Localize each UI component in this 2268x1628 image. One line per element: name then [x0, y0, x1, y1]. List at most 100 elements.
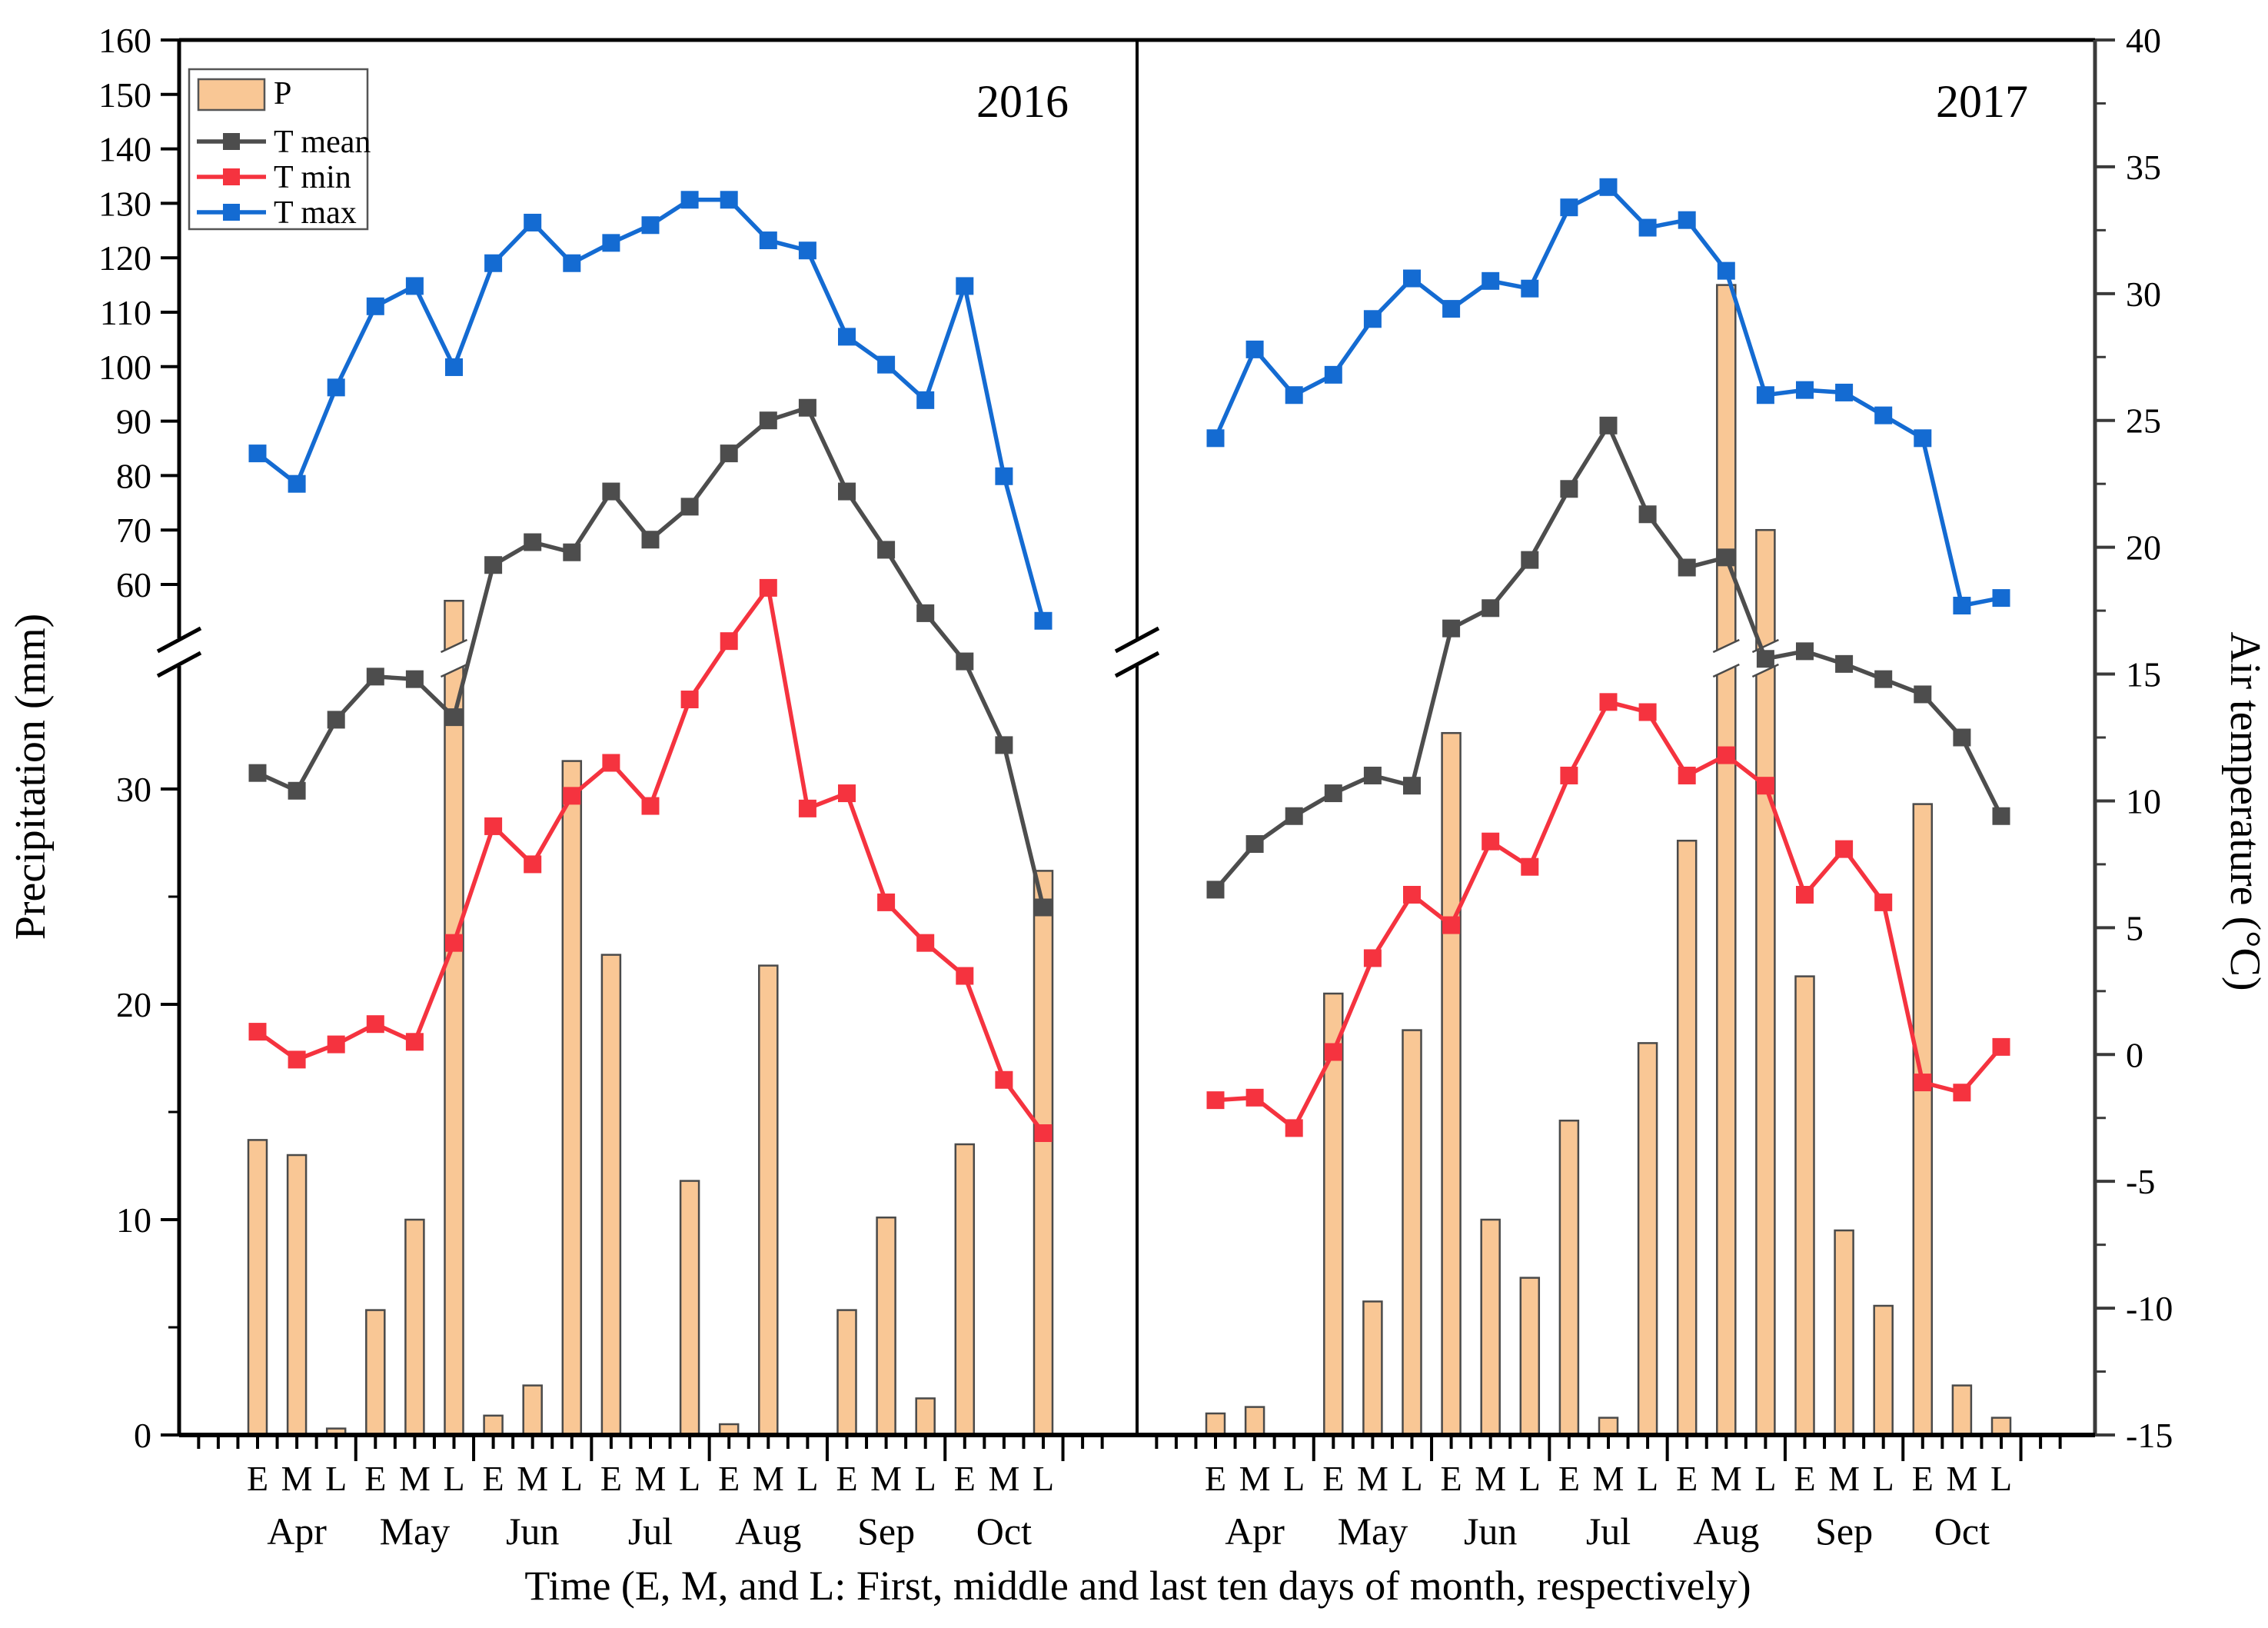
x-decade-label: E — [1912, 1459, 1934, 1498]
x-decade-label: M — [399, 1459, 431, 1498]
precip-bar — [1834, 1229, 1854, 1437]
data-point-marker — [288, 474, 306, 493]
right-tick-label: 35 — [2126, 148, 2161, 187]
data-point-marker — [641, 531, 660, 549]
data-point-marker — [1835, 654, 1854, 673]
x-decade-label: E — [600, 1459, 622, 1498]
data-point-marker — [1324, 1043, 1342, 1061]
data-point-marker — [956, 967, 974, 985]
data-point-marker — [1245, 835, 1264, 854]
data-point-marker — [1914, 1074, 1932, 1092]
x-month-label: Oct — [1934, 1510, 1990, 1553]
axis-break-gap — [176, 638, 182, 666]
x-month-label: Sep — [1815, 1510, 1873, 1553]
t-max-series-2017 — [1206, 178, 2010, 614]
data-point-marker — [1953, 728, 1971, 747]
legend-tmin_label: T min — [274, 160, 351, 195]
data-point-marker — [1756, 650, 1774, 668]
x-decade-label: L — [443, 1459, 464, 1498]
data-point-marker — [563, 254, 581, 272]
precip-bar — [522, 1384, 543, 1437]
data-point-marker — [1835, 383, 1854, 401]
data-point-marker — [798, 398, 816, 417]
data-point-marker — [1324, 365, 1342, 384]
data-point-marker — [720, 632, 738, 651]
x-month-label: May — [1338, 1510, 1408, 1553]
x-month-label: Apr — [267, 1510, 327, 1553]
x-decade-label: M — [635, 1459, 667, 1498]
x-month-label: Sep — [857, 1510, 915, 1553]
legend-p-label: P — [274, 76, 291, 112]
precip-bar — [1244, 1406, 1265, 1437]
precip-bar — [1519, 1277, 1541, 1437]
right-axis-title: Air temperature (°C) — [2221, 631, 2268, 990]
t-mean-series-2017 — [1206, 416, 2010, 899]
x-decade-label: M — [281, 1459, 313, 1498]
data-point-marker — [524, 855, 542, 874]
x-decade-label: L — [1990, 1459, 2012, 1498]
bar-break-edge — [440, 663, 468, 678]
right-tick-label: -5 — [2126, 1162, 2155, 1201]
data-point-marker — [248, 1023, 267, 1041]
x-month-label: Jun — [1464, 1510, 1517, 1553]
x-decade-label: L — [1637, 1459, 1658, 1498]
precip-bar — [1951, 1384, 1973, 1437]
data-point-marker — [366, 297, 384, 315]
x-decade-label: M — [1828, 1459, 1860, 1498]
data-point-marker — [1034, 898, 1053, 917]
data-point-marker — [563, 787, 581, 805]
precip-bar — [679, 1180, 700, 1437]
data-point-marker — [1245, 1088, 1264, 1107]
data-point-marker — [1874, 406, 1893, 424]
x-month-label: Oct — [976, 1510, 1032, 1553]
data-point-marker — [1914, 685, 1932, 704]
precip-bar — [954, 1143, 976, 1437]
x-decade-label: E — [954, 1459, 976, 1498]
t-mean-series-2016-line — [256, 405, 1046, 908]
x-decade-label: M — [1593, 1459, 1625, 1498]
x-decade-label: E — [1676, 1459, 1698, 1498]
data-point-marker — [1914, 429, 1932, 448]
panel-title-2017: 2017 — [1936, 76, 2028, 127]
x-decade-label: E — [247, 1459, 268, 1498]
data-point-marker — [1442, 300, 1461, 318]
data-point-marker — [1796, 885, 1814, 904]
data-point-marker — [1403, 777, 1421, 795]
data-point-marker — [995, 467, 1013, 485]
precip-bar — [1480, 1218, 1501, 1437]
data-point-marker — [484, 556, 503, 574]
left-tick-label: 30 — [116, 770, 151, 809]
data-point-marker — [720, 444, 738, 463]
precip-bar — [1873, 1304, 1894, 1437]
data-point-marker — [1521, 279, 1539, 298]
left-tick-label: 150 — [98, 75, 151, 115]
data-point-marker — [720, 191, 738, 209]
axis-break-slash — [1114, 626, 1160, 654]
legend — [188, 68, 369, 231]
data-point-marker — [641, 216, 660, 235]
precip-bar — [404, 1218, 425, 1437]
precip-bar — [1402, 1029, 1422, 1437]
x-month-label: Jun — [506, 1510, 559, 1553]
data-point-marker — [798, 241, 816, 260]
data-point-marker — [1482, 832, 1500, 851]
data-point-marker — [1796, 642, 1814, 661]
x-decade-label: E — [364, 1459, 386, 1498]
precip-bar — [1598, 1417, 1619, 1437]
x-decade-label: E — [1794, 1459, 1815, 1498]
left-tick-label: 80 — [116, 456, 151, 495]
t-max-series-2016 — [248, 191, 1053, 630]
precip-bar — [1912, 803, 1934, 1437]
data-point-marker — [1992, 1037, 2010, 1056]
x-decade-label: L — [1283, 1459, 1305, 1498]
precip-bar — [483, 1414, 504, 1437]
data-point-marker — [563, 543, 581, 561]
right-tick-label: 15 — [2126, 655, 2161, 694]
data-point-marker — [995, 1070, 1013, 1089]
data-point-marker — [838, 328, 856, 346]
precip-bar — [836, 1309, 857, 1437]
data-point-marker — [1953, 596, 1971, 614]
data-point-marker — [445, 358, 463, 376]
x-month-label: May — [380, 1510, 451, 1553]
